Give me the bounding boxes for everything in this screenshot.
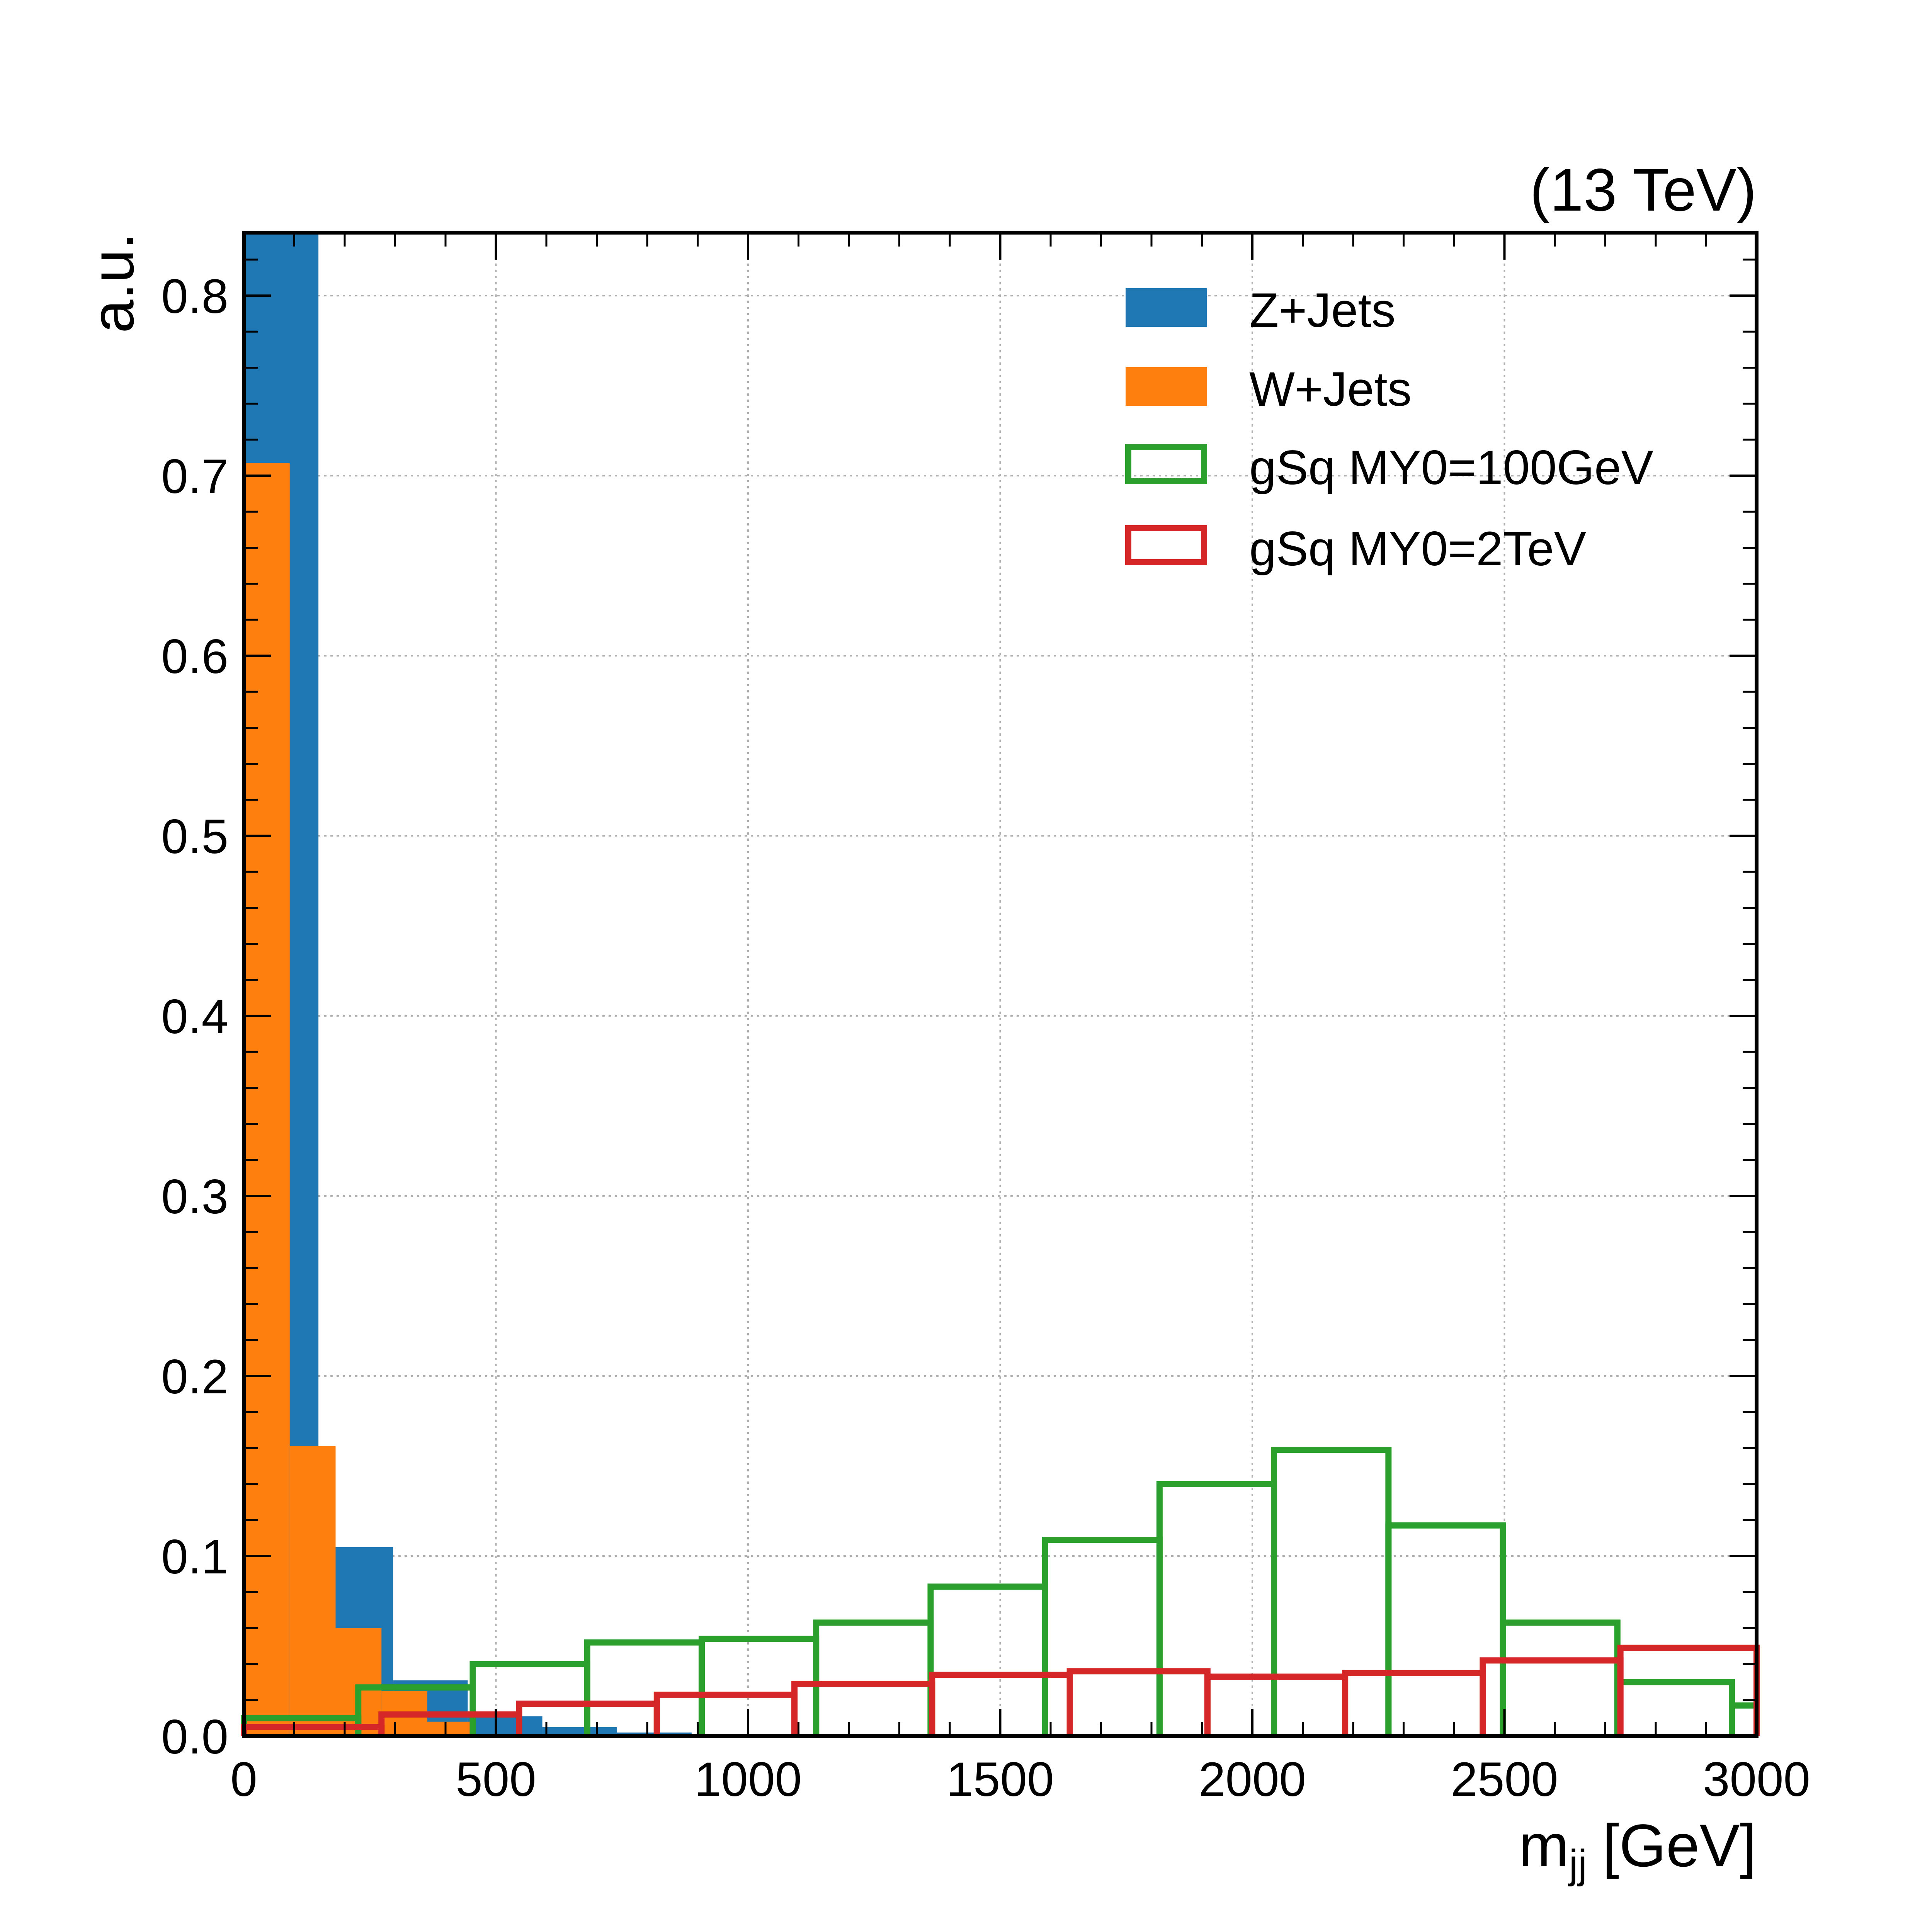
step-bin-gsq-my0-100gev — [698, 1636, 820, 1736]
y-tick-label: 0.3 — [161, 1170, 228, 1224]
step-bin-gsq-my0-100gev — [927, 1583, 1048, 1736]
legend-swatch-z-jets — [1126, 288, 1207, 327]
y-axis-label: a.u. — [79, 233, 146, 333]
x-tick-label: 500 — [456, 1753, 536, 1806]
x-tick-label: 3000 — [1703, 1753, 1810, 1806]
step-bin-gsq-my0-100gev — [1271, 1447, 1392, 1736]
step-bin-gsq-my0-2tev — [1066, 1668, 1211, 1736]
step-bin-gsq-my0-2tev — [653, 1691, 798, 1736]
step-bin-gsq-my0-2tev — [1342, 1670, 1486, 1736]
x-axis-label-unit: [GeV] — [1602, 1812, 1757, 1879]
bar-w-jets — [244, 463, 290, 1736]
bar-z-jets — [542, 1727, 617, 1736]
y-tick-label: 0.6 — [161, 630, 228, 684]
y-tick-label: 0.1 — [161, 1530, 228, 1584]
x-tick-label: 1000 — [694, 1753, 802, 1806]
energy-label: (13 TeV) — [1530, 156, 1757, 224]
step-bin-gsq-my0-100gev — [1156, 1481, 1277, 1736]
x-axis-label-sub: jj — [1568, 1842, 1587, 1887]
step-bin-gsq-my0-100gev — [1729, 1702, 1760, 1736]
x-axis-label-main: m — [1519, 1812, 1569, 1879]
histogram-bars — [241, 233, 1760, 1736]
x-tick-label: 2500 — [1451, 1753, 1558, 1806]
legend-swatch-gsq-100gev — [1125, 444, 1207, 484]
grid-lines — [244, 233, 1757, 1736]
legend-label-z-jets: Z+Jets — [1249, 284, 1396, 337]
step-bin-gsq-my0-2tev — [1617, 1645, 1760, 1736]
y-tick-label: 0.4 — [161, 990, 228, 1044]
y-tick-label: 0.2 — [161, 1350, 228, 1404]
step-bin-gsq-my0-100gev — [1042, 1537, 1163, 1736]
y-tick-label: 0.8 — [161, 270, 228, 323]
y-tick-label: 0.5 — [161, 810, 228, 864]
legend-label-gsq-100gev: gSq MY0=100GeV — [1249, 441, 1653, 495]
bar-z-jets — [468, 1716, 543, 1736]
x-tick-label: 1500 — [946, 1753, 1054, 1806]
step-bin-gsq-my0-100gev — [1500, 1619, 1621, 1736]
step-bin-gsq-my0-100gev — [813, 1619, 934, 1736]
legend: Z+Jets W+Jets gSq MY0=100GeV gSq MY0=2Te… — [1125, 284, 1653, 576]
legend-label-w-jets: W+Jets — [1249, 362, 1412, 416]
y-tick-label: 0.7 — [161, 450, 228, 503]
legend-swatch-gsq-2tev — [1125, 525, 1207, 565]
y-tick-label: 0.0 — [161, 1710, 228, 1764]
x-tick-label: 0 — [230, 1753, 257, 1806]
legend-label-gsq-2tev: gSq MY0=2TeV — [1249, 522, 1586, 576]
tick-labels: 0 500 1000 1500 2000 2500 3000 0.0 0.1 0.2 0.3 0.4 0… — [161, 270, 1810, 1806]
plot-frame — [242, 231, 1759, 1738]
step-bin-gsq-my0-100gev — [584, 1639, 705, 1736]
bar-w-jets — [427, 1721, 473, 1736]
step-bin-gsq-my0-100gev — [1614, 1679, 1735, 1736]
bar-w-jets — [289, 1446, 336, 1736]
x-tick-label: 2000 — [1199, 1753, 1306, 1806]
legend-swatch-w-jets — [1126, 367, 1207, 406]
x-axis-label: mjj [GeV] — [1519, 1812, 1757, 1887]
